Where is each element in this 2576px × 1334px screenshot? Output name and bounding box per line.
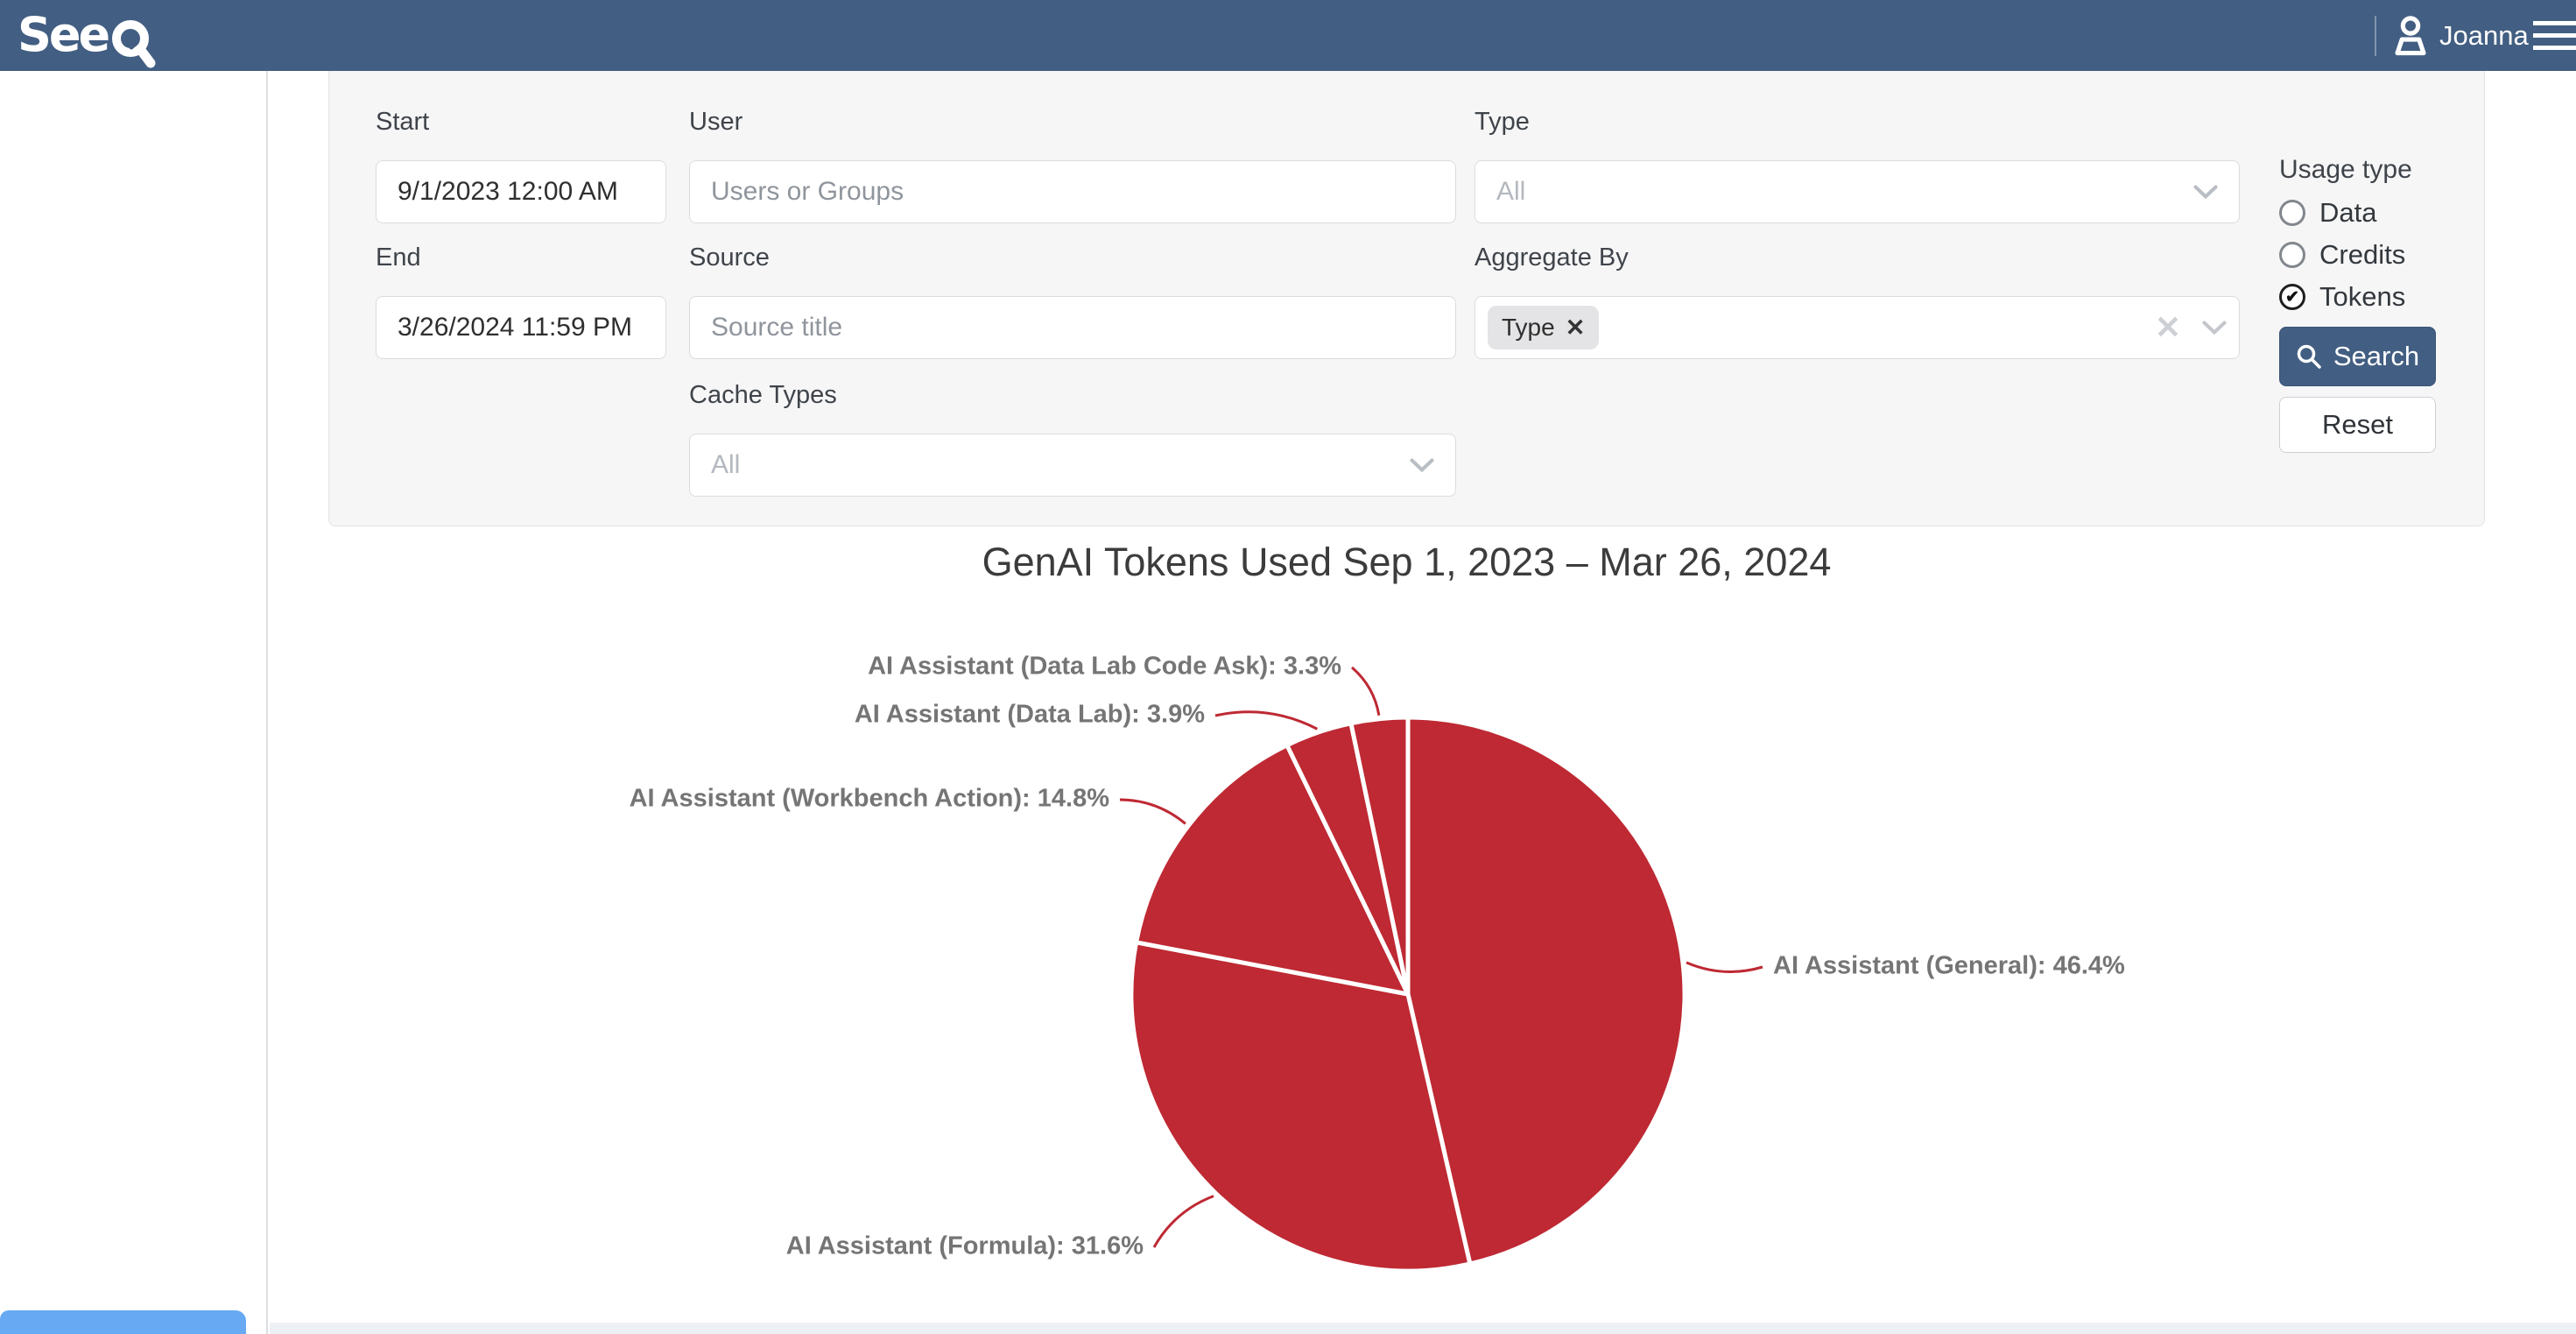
seeq-logo-text: See: [18, 7, 110, 62]
pie-label-3: AI Assistant (Data Lab): 3.9%: [855, 701, 1205, 729]
pie-label-2: AI Assistant (Workbench Action): 14.8%: [630, 785, 1110, 813]
sidebar: [0, 71, 268, 1334]
start-label: Start: [376, 108, 430, 136]
type-label: Type: [1475, 108, 1530, 136]
pie-leader-line-1: [1152, 1195, 1214, 1248]
pie-leader-line-4: [1351, 666, 1381, 716]
search-button[interactable]: Search: [2279, 327, 2436, 386]
radio-credits[interactable]: Credits: [2279, 234, 2481, 276]
search-icon: [2297, 344, 2321, 369]
pie-label-4: AI Assistant (Data Lab Code Ask): 3.3%: [868, 653, 1341, 681]
pie-slice-1[interactable]: [1129, 940, 1473, 1274]
radio-tokens[interactable]: Tokens: [2279, 276, 2481, 318]
usage-type-group: Usage type Data Credits Tokens: [2279, 155, 2481, 318]
start-datetime-input[interactable]: [376, 160, 666, 223]
user-label: User: [689, 108, 743, 136]
pie-label-0: AI Assistant (General): 46.4%: [1773, 952, 2125, 980]
cache-types-value: All: [711, 450, 741, 479]
user-name: Joanna: [2439, 19, 2529, 51]
chevron-down-icon: [2202, 321, 2227, 335]
pie-slice-2[interactable]: [1134, 743, 1411, 997]
chat-launcher-button[interactable]: [0, 1310, 246, 1334]
aggregate-chip-type[interactable]: Type ✕: [1488, 306, 1600, 349]
pie-slice-4[interactable]: [1348, 715, 1411, 997]
usage-filter-panel: Start User Type All End Source Aggregate…: [328, 71, 2485, 526]
chevron-down-icon: [1410, 458, 1434, 472]
radio-tokens-label: Tokens: [2319, 281, 2406, 312]
type-select[interactable]: All: [1475, 160, 2240, 223]
pie-slice-0[interactable]: [1405, 715, 1687, 1267]
type-select-value: All: [1496, 177, 1526, 206]
radio-data-label: Data: [2319, 197, 2377, 228]
search-button-label: Search: [2333, 341, 2420, 371]
radio-icon: [2279, 200, 2305, 226]
cache-types-select[interactable]: All: [689, 434, 1456, 497]
pie-leader-line-0: [1686, 961, 1763, 973]
chart-title: GenAI Tokens Used Sep 1, 2023 – Mar 26, …: [982, 540, 1832, 584]
top-navbar: See Joanna: [0, 0, 2576, 71]
radio-data[interactable]: Data: [2279, 192, 2481, 234]
source-label: Source: [689, 244, 770, 272]
user-icon: [2395, 15, 2426, 55]
pie-chart: AI Assistant (General): 46.4% AI Assistan…: [630, 653, 2125, 1274]
pie-leader-line-2: [1119, 798, 1186, 825]
pie-leader-line-3: [1214, 710, 1319, 731]
navbar-divider: [2375, 16, 2376, 56]
reset-button-label: Reset: [2322, 409, 2393, 440]
horizontal-scrollbar-track[interactable]: [270, 1323, 2576, 1334]
end-datetime-input[interactable]: [376, 296, 666, 359]
logo-magnifier-q-icon: [112, 20, 156, 68]
radio-credits-label: Credits: [2319, 239, 2406, 270]
chevron-down-icon: [2193, 185, 2218, 199]
cache-types-label: Cache Types: [689, 381, 837, 409]
source-input[interactable]: [689, 296, 1456, 359]
user-menu[interactable]: Joanna: [2392, 0, 2529, 71]
hamburger-menu-icon[interactable]: [2533, 21, 2576, 51]
radio-icon: [2279, 242, 2305, 268]
seeq-logo[interactable]: See: [18, 7, 160, 68]
usage-type-label: Usage type: [2279, 155, 2412, 184]
reset-button[interactable]: Reset: [2279, 397, 2436, 453]
radio-checked-icon: [2279, 284, 2305, 310]
chip-remove-icon[interactable]: ✕: [1565, 314, 1586, 341]
aggregate-by-multiselect[interactable]: Type ✕ ✕: [1475, 296, 2240, 359]
clear-selection-icon[interactable]: ✕: [2154, 309, 2181, 345]
pie-label-1: AI Assistant (Formula): 31.6%: [786, 1232, 1144, 1260]
end-label: End: [376, 244, 421, 272]
aggregate-by-label: Aggregate By: [1475, 244, 1629, 272]
user-search-input[interactable]: [689, 160, 1456, 223]
aggregate-chip-label: Type: [1502, 314, 1555, 341]
